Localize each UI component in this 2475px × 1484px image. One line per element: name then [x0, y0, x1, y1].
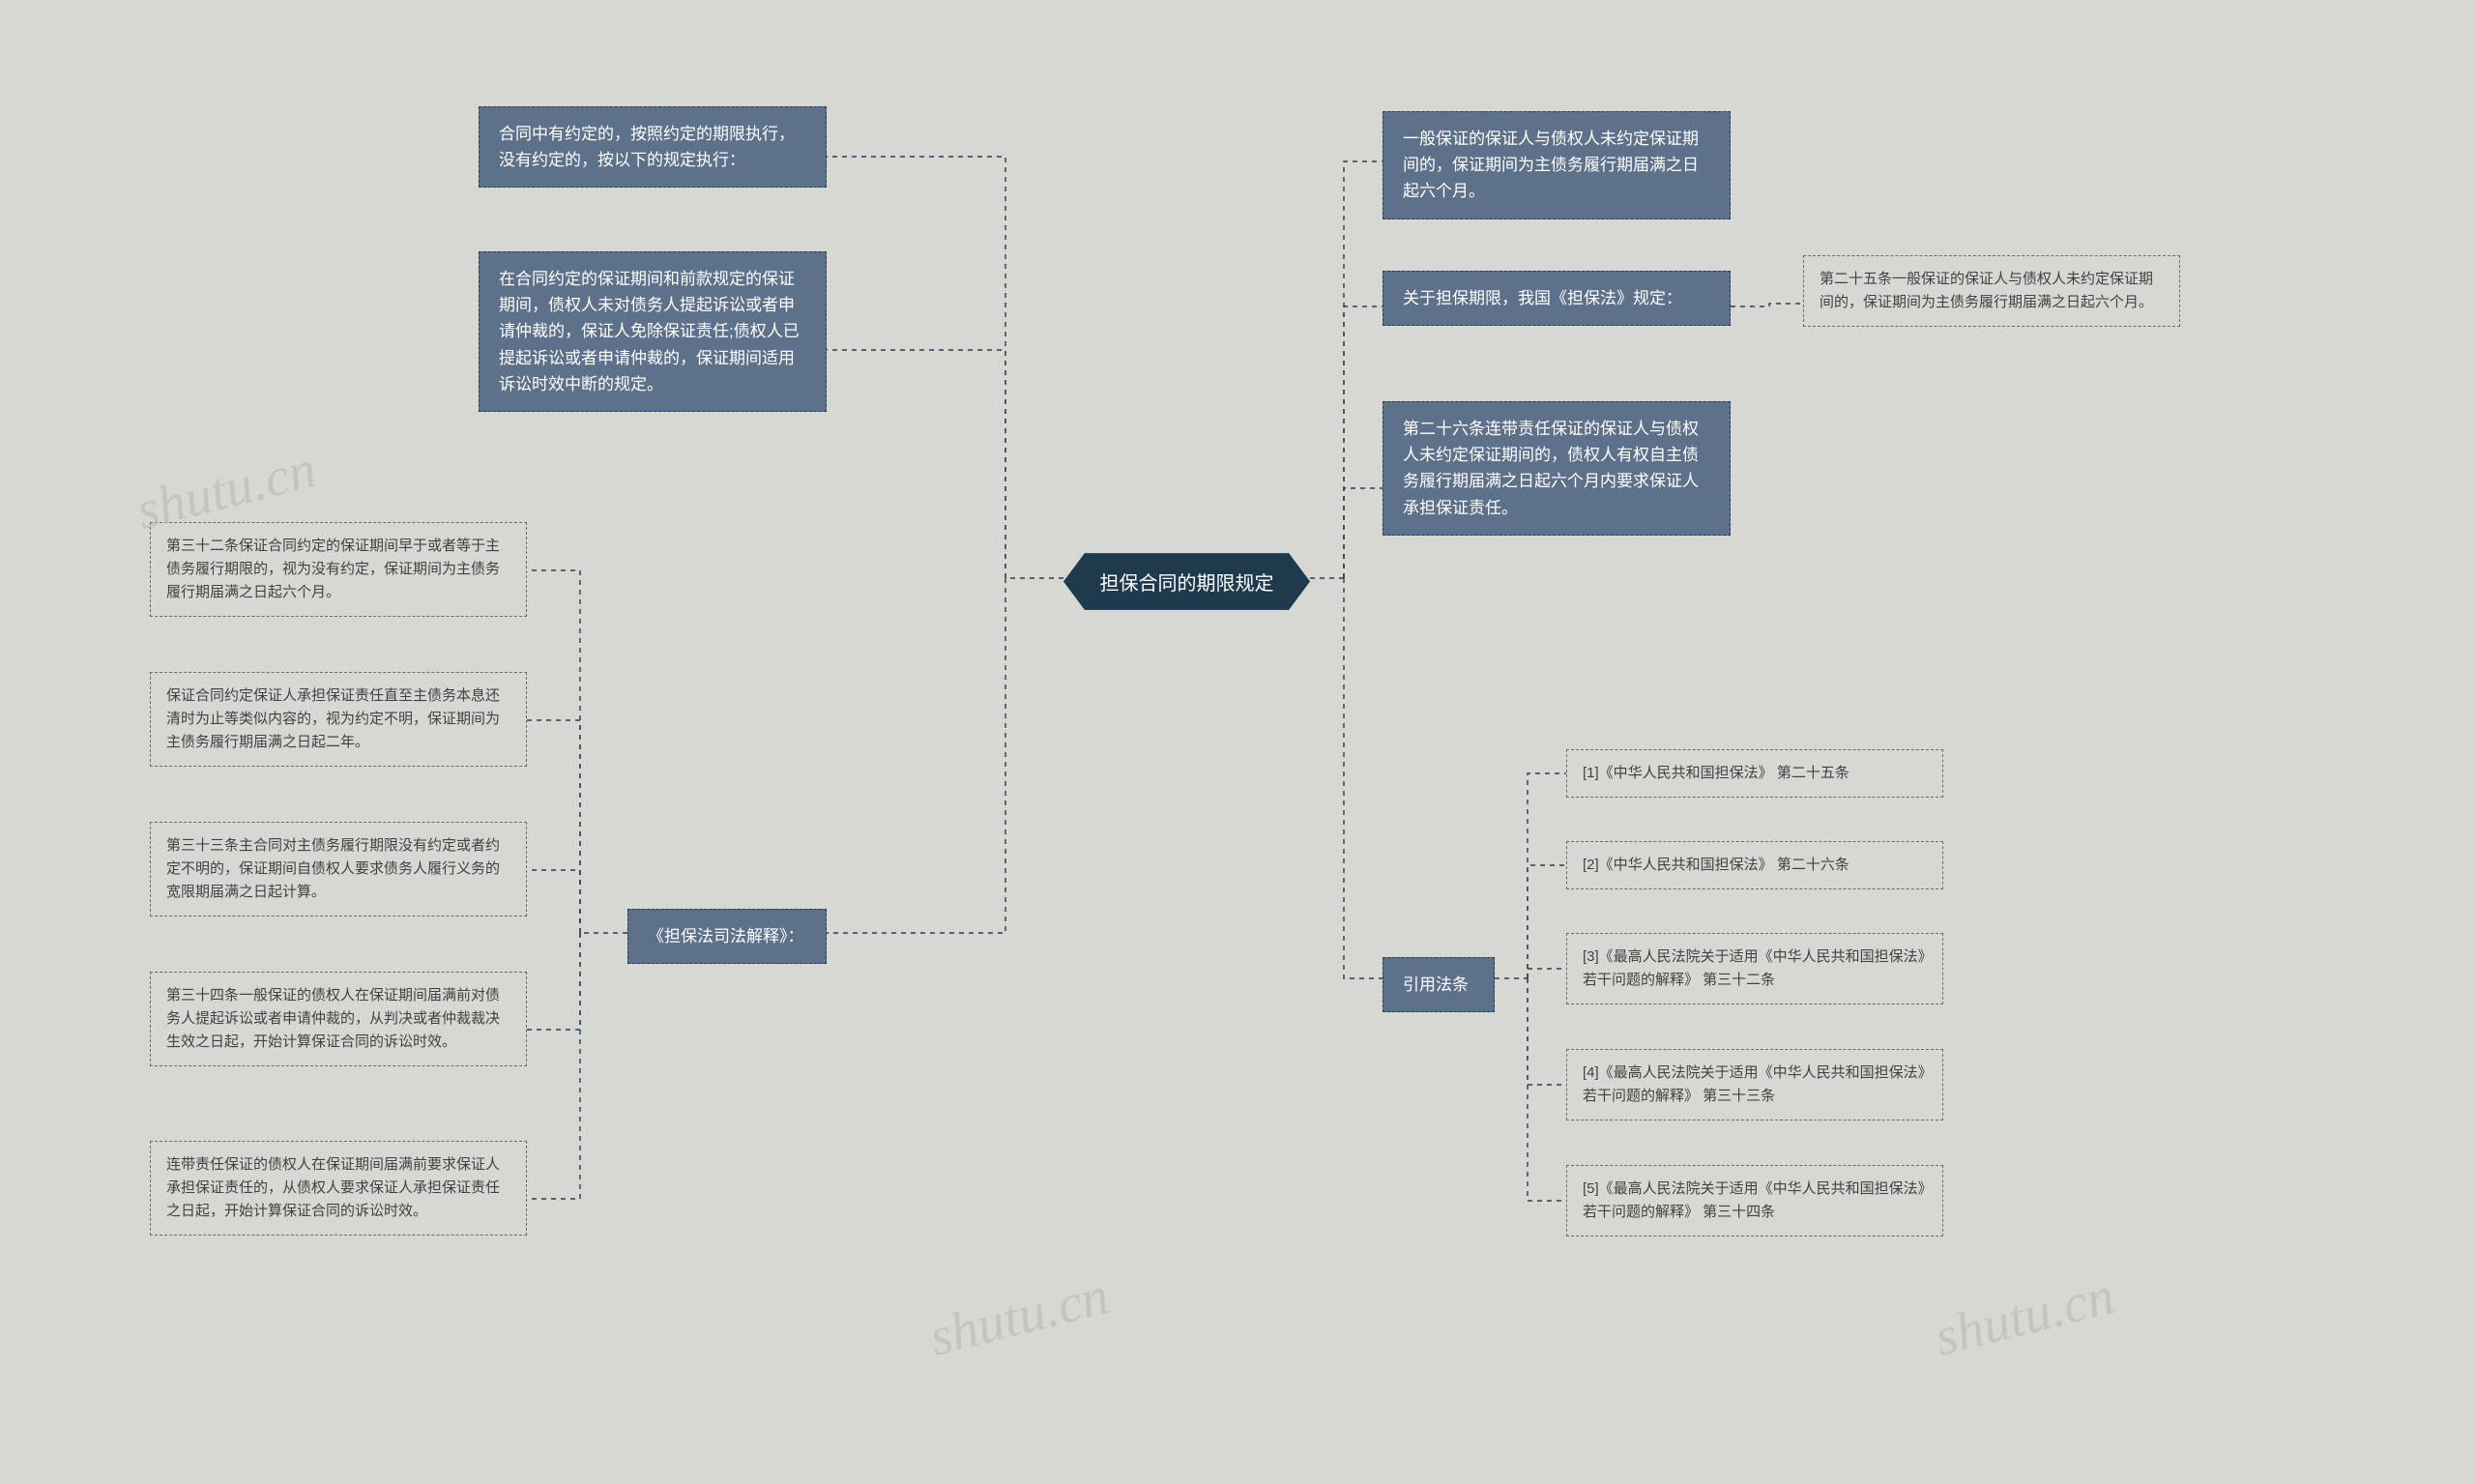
watermark-3: shutu.cn	[1929, 1265, 2120, 1369]
left-n3-child-3: 第三十三条主合同对主债务履行期限没有约定或者约定不明的，保证期间自债权人要求债务…	[150, 822, 527, 917]
left-node-1: 合同中有约定的，按照约定的期限执行，没有约定的，按以下的规定执行：	[479, 106, 827, 188]
right-node-1: 一般保证的保证人与债权人未约定保证期间的，保证期间为主债务履行期届满之日起六个月…	[1383, 111, 1731, 219]
left-node-3: 《担保法司法解释》：	[627, 909, 827, 964]
right-n4-child-5: [5]《最高人民法院关于适用《中华人民共和国担保法》若干问题的解释》 第三十四条	[1566, 1165, 1943, 1237]
left-n3-child-2: 保证合同约定保证人承担保证责任直至主债务本息还清时为止等类似内容的，视为约定不明…	[150, 672, 527, 767]
right-n4-child-3: [3]《最高人民法院关于适用《中华人民共和国担保法》若干问题的解释》 第三十二条	[1566, 933, 1943, 1004]
right-n4-child-2: [2]《中华人民共和国担保法》 第二十六条	[1566, 841, 1943, 889]
right-n4-child-1: [1]《中华人民共和国担保法》 第二十五条	[1566, 749, 1943, 798]
left-n3-child-4: 第三十四条一般保证的债权人在保证期间届满前对债务人提起诉讼或者申请仲裁的，从判决…	[150, 972, 527, 1066]
right-node-3: 第二十六条连带责任保证的保证人与债权人未约定保证期间的，债权人有权自主债务履行期…	[1383, 401, 1731, 536]
left-node-2: 在合同约定的保证期间和前款规定的保证期间，债权人未对债务人提起诉讼或者申请仲裁的…	[479, 251, 827, 412]
watermark-2: shutu.cn	[923, 1265, 1115, 1369]
left-n3-child-1: 第三十二条保证合同约定的保证期间早于或者等于主债务履行期限的，视为没有约定，保证…	[150, 522, 527, 617]
left-n3-child-5: 连带责任保证的债权人在保证期间届满前要求保证人承担保证责任的，从债权人要求保证人…	[150, 1141, 527, 1236]
root-node: 担保合同的期限规定	[1063, 553, 1310, 610]
right-n2-child: 第二十五条一般保证的保证人与债权人未约定保证期间的，保证期间为主债务履行期届满之…	[1803, 255, 2180, 327]
right-node-4: 引用法条	[1383, 957, 1495, 1012]
right-node-2: 关于担保期限，我国《担保法》规定：	[1383, 271, 1731, 326]
right-n4-child-4: [4]《最高人民法院关于适用《中华人民共和国担保法》若干问题的解释》 第三十三条	[1566, 1049, 1943, 1120]
